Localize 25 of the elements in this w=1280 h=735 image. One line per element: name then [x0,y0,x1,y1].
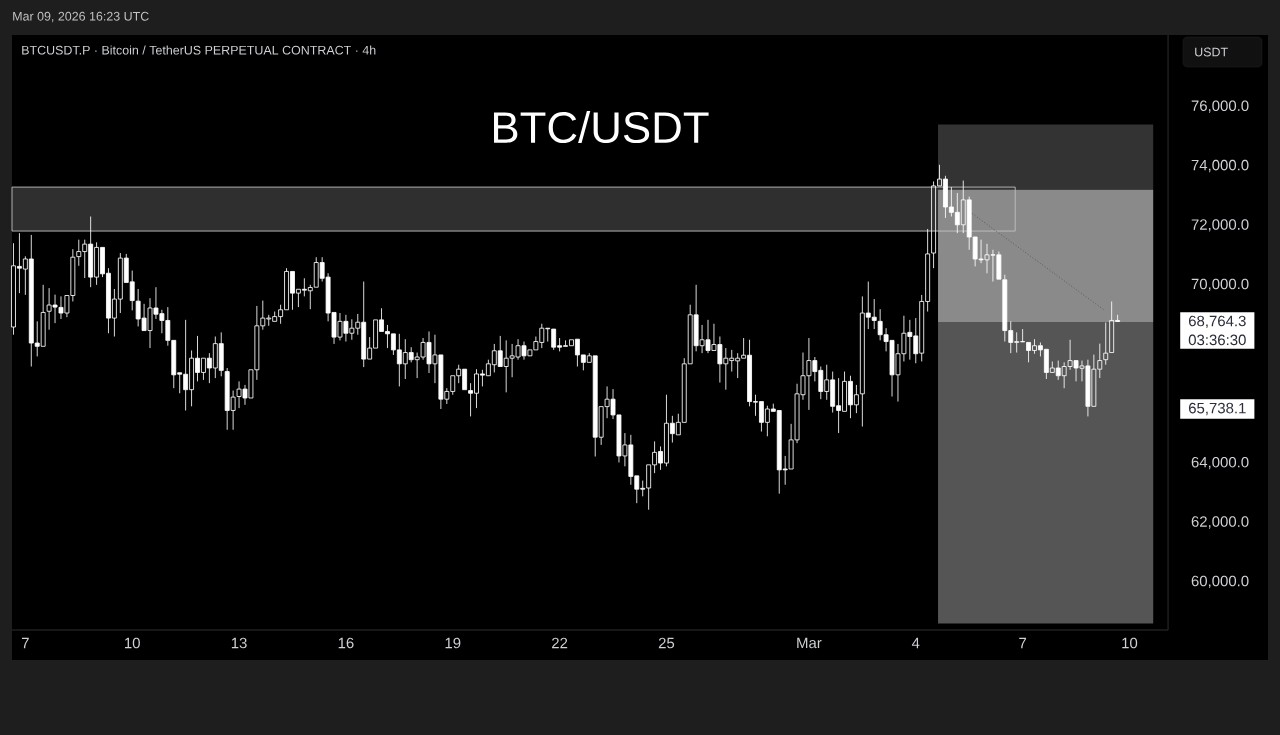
x-tick-label: 13 [231,637,247,649]
x-tick-label: Mar [797,637,822,649]
y-tick-label: 64,000.0 [1191,456,1249,470]
x-tick-label: 10 [125,637,140,649]
text: USDT [1195,47,1228,57]
y-tick-label: 62,000.0 [1191,516,1249,529]
y-tick-label: 72,000.0 [1191,219,1249,232]
text: BTCUSDT.P · Bitcoin / TetherUS PERPETUAL CONTRACT · 4h [22,45,376,55]
text: 65,738.1 [1188,402,1246,416]
y-tick-label: 74,000.0 [1191,159,1249,173]
y-tick-label: 76,000.0 [1191,100,1249,113]
y-tick-label: 70,000.0 [1191,278,1249,291]
x-tick-label: 16 [338,637,354,649]
text: BTC/USDT [494,110,709,144]
text: 68,764.3 [1188,315,1246,329]
x-tick-label: 25 [658,637,675,649]
x-tick-label: 7 [1019,637,1027,649]
text: Mar 09, 2026 16:23 UTC [13,11,149,23]
x-tick-label: 10 [1122,637,1138,649]
x-tick-label: 4 [911,637,920,649]
text: 03:36:30 [1188,334,1246,346]
y-tick-label: 60,000.0 [1191,575,1249,589]
x-tick-label: 7 [21,637,29,649]
x-tick-label: 22 [552,637,568,649]
x-tick-label: 19 [445,637,461,649]
